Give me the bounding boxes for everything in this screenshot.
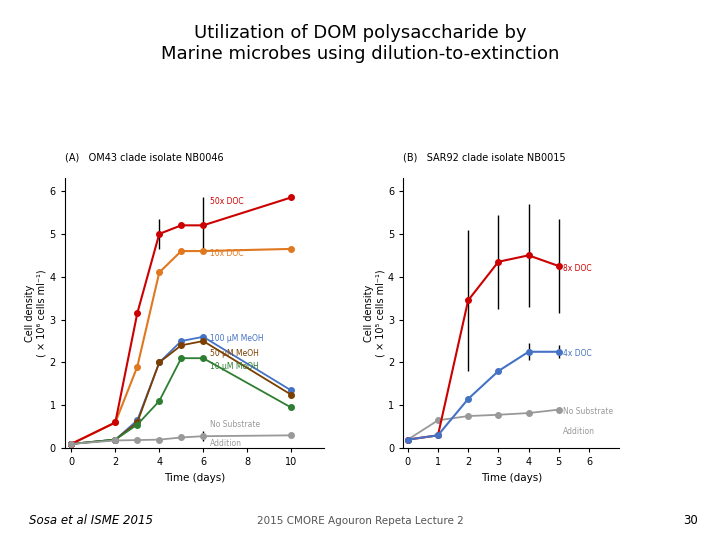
Y-axis label: Cell density
( × 10⁶ cells ml⁻¹): Cell density ( × 10⁶ cells ml⁻¹) (25, 269, 47, 357)
Text: Addition: Addition (563, 427, 595, 436)
Text: Utilization of DOM polysaccharide by
Marine microbes using dilution-to-extinctio: Utilization of DOM polysaccharide by Mar… (161, 24, 559, 63)
Text: (B)   SAR92 clade isolate NB0015: (B) SAR92 clade isolate NB0015 (403, 152, 566, 162)
Text: Sosa et al ISME 2015: Sosa et al ISME 2015 (29, 514, 153, 526)
Text: (A)   OM43 clade isolate NB0046: (A) OM43 clade isolate NB0046 (65, 152, 223, 162)
Text: 4x DOC: 4x DOC (563, 349, 592, 359)
Text: No Substrate: No Substrate (210, 420, 260, 429)
Text: 30: 30 (684, 514, 698, 526)
Text: No Substrate: No Substrate (563, 407, 613, 416)
Text: 8x DOC: 8x DOC (563, 264, 592, 273)
X-axis label: Time (days): Time (days) (163, 473, 225, 483)
X-axis label: Time (days): Time (days) (480, 473, 542, 483)
Text: 10x DOC: 10x DOC (210, 249, 243, 258)
Text: 10 μM MeOH: 10 μM MeOH (210, 362, 258, 372)
Text: 50x DOC: 50x DOC (210, 197, 243, 206)
Text: 50 μM MeOH: 50 μM MeOH (210, 349, 258, 359)
Text: 100 μM MeOH: 100 μM MeOH (210, 334, 264, 343)
Text: Addition: Addition (210, 440, 242, 448)
Text: 2015 CMORE Agouron Repeta Lecture 2: 2015 CMORE Agouron Repeta Lecture 2 (256, 516, 464, 526)
Y-axis label: Cell density
( × 10⁵ cells ml⁻¹): Cell density ( × 10⁵ cells ml⁻¹) (364, 269, 385, 357)
